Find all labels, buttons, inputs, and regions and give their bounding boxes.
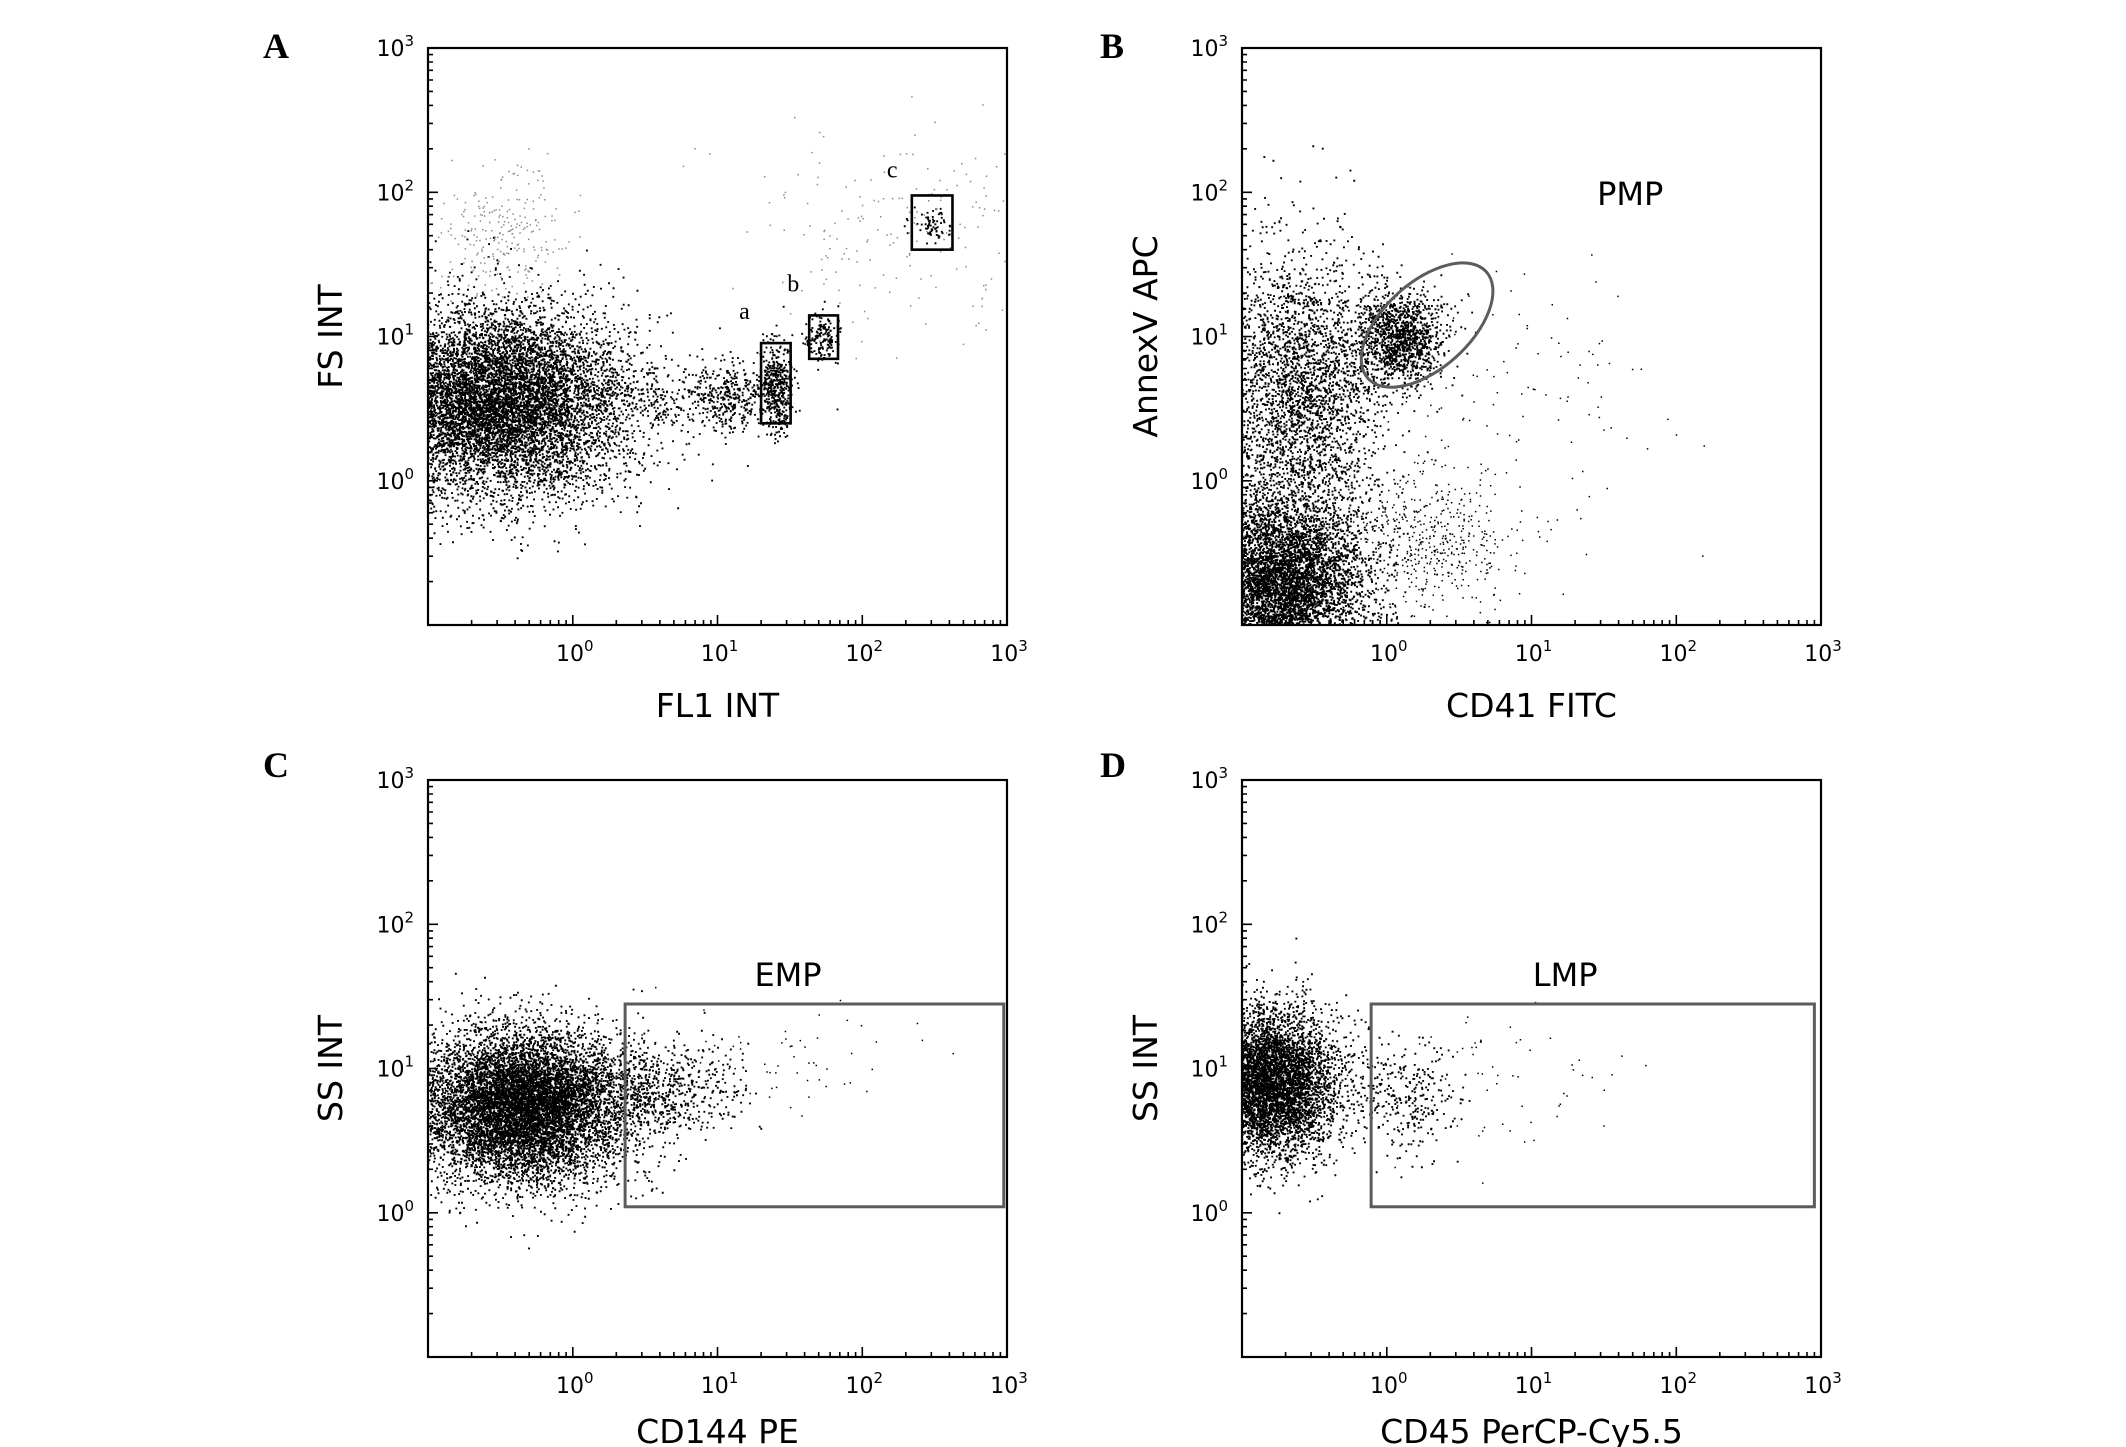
panel-a-event-population-4: [671, 351, 780, 445]
panel-d-letter: D: [1100, 745, 1126, 785]
panel-b-x-tick-label-3: 103: [1804, 637, 1842, 667]
panel-a-x-tick-label-0: 100: [556, 637, 594, 667]
panel-b-y-tick-label-3: 103: [1190, 32, 1228, 62]
panel-c-event-population-3: [641, 986, 954, 1117]
panel-a-y-tick-label-0: 100: [376, 465, 414, 495]
panel-d-events: [1242, 937, 1647, 1215]
panel-a-letter: A: [263, 26, 289, 66]
panel-a-ticks: [427, 47, 1008, 626]
panel-b: 100 101 102 103 100 101 102 103 CD41 FITC AnnexV …: [1100, 26, 1842, 725]
panel-a-event-population-2: [430, 148, 582, 323]
panel-b-y-tick-label-0: 100: [1190, 465, 1228, 495]
panel-c-y-axis-title: SS INT: [311, 1014, 350, 1122]
panel-a-gate-c-label: c: [887, 157, 898, 183]
panel-c-gate-emp-label: EMP: [754, 956, 821, 994]
panel-a-event-population-7: [903, 206, 952, 251]
panel-a-y-tick-label-1: 101: [376, 321, 414, 351]
panel-a-events: [428, 96, 1007, 560]
panel-c-y-tick-label-3: 103: [376, 764, 414, 794]
panel-a-gate-a: [759, 341, 792, 425]
panel-c-event-population-1: [428, 972, 729, 1250]
panel-c-y-tick-label-0: 100: [376, 1197, 414, 1227]
panel-c-y-tick-label-1: 101: [376, 1053, 414, 1083]
panel-c-x-tick-label-2: 102: [845, 1369, 883, 1399]
panel-a: 100 101 102 103 100 101 102 103 FL1 INT FS INT Aa b…: [263, 26, 1028, 725]
panel-d-ticks: [1241, 779, 1822, 1358]
panel-b-event-population-5: [1354, 253, 1705, 592]
panel-a-x-tick-label-1: 101: [701, 637, 739, 667]
panel-c-y-tick-label-2: 102: [376, 908, 414, 938]
panel-d-x-axis-title: CD45 PerCP-Cy5.5: [1380, 1412, 1683, 1447]
panel-b-gate-pmp-label: PMP: [1597, 175, 1663, 213]
panel-c-gate-emp: [623, 1002, 1006, 1209]
panel-d-x-tick-label-0: 100: [1370, 1369, 1408, 1399]
panel-a-event-population-1: [428, 230, 749, 560]
panel-b-gate-pmp: [1359, 261, 1495, 389]
panel-d-y-tick-label-0: 100: [1190, 1197, 1228, 1227]
panel-a-gate-b: [807, 314, 840, 361]
panel-d-x-tick-label-1: 101: [1515, 1369, 1553, 1399]
panel-a-y-axis-title: FS INT: [311, 283, 350, 388]
panel-a-gate-c: [910, 194, 954, 251]
panel-b-ticks: [1241, 47, 1822, 626]
panel-c-event-population-2: [511, 1011, 763, 1182]
panel-d-event-population-1: [1242, 937, 1384, 1215]
panel-d-gate-lmp: [1369, 1002, 1816, 1209]
panel-c-x-tick-label-1: 101: [701, 1369, 739, 1399]
panel-d-y-axis-title: SS INT: [1126, 1014, 1165, 1122]
panel-b-x-tick-label-2: 102: [1659, 637, 1697, 667]
panel-b-x-axis-title: CD41 FITC: [1446, 686, 1617, 725]
panel-c-letter: C: [263, 745, 289, 785]
panel-b-letter: B: [1100, 26, 1124, 66]
panel-a-x-tick-label-3: 103: [990, 637, 1028, 667]
panel-b-y-tick-label-1: 101: [1190, 321, 1228, 351]
panel-c-x-tick-label-0: 100: [556, 1369, 594, 1399]
panel-d-x-tick-label-3: 103: [1804, 1369, 1842, 1399]
panel-d: 100 101 102 103 100 101 102 103 CD45 PerCP-Cy5.5…: [1100, 745, 1842, 1447]
panel-b-y-axis-title: AnnexV APC: [1126, 235, 1165, 437]
panel-c-x-tick-label-3: 103: [990, 1369, 1028, 1399]
panel-a-x-axis-title: FL1 INT: [656, 686, 780, 725]
panel-a-event-population-8: [682, 96, 1007, 360]
panel-b-event-population-2: [1242, 145, 1437, 614]
panel-a-y-tick-label-3: 103: [376, 32, 414, 62]
panel-a-gate-b-label: b: [787, 271, 799, 297]
panel-c-events: [428, 972, 954, 1250]
panel-b-plot-frame: [1240, 46, 1823, 627]
panel-d-gate-lmp-label: LMP: [1533, 956, 1598, 994]
panel-c: 100 101 102 103 100 101 102 103 CD144 PE SS INT C E…: [263, 745, 1028, 1447]
panel-d-event-population-2: [1322, 1021, 1482, 1179]
panel-a-x-tick-label-2: 102: [845, 637, 883, 667]
panel-d-event-population-3: [1346, 1001, 1647, 1184]
panel-b-event-population-3: [1326, 240, 1477, 413]
panel-d-y-tick-label-3: 103: [1190, 764, 1228, 794]
panel-b-x-tick-label-1: 101: [1515, 637, 1553, 667]
panel-c-x-axis-title: CD144 PE: [636, 1412, 799, 1447]
panel-b-event-population-4: [1306, 419, 1574, 624]
panel-a-y-tick-label-2: 102: [376, 176, 414, 206]
panel-d-x-tick-label-2: 102: [1659, 1369, 1697, 1399]
panel-a-event-population-6: [801, 300, 842, 371]
panel-b-events: [1242, 145, 1705, 625]
panel-d-y-tick-label-1: 101: [1190, 1053, 1228, 1083]
panel-b-y-tick-label-2: 102: [1190, 176, 1228, 206]
panel-b-x-tick-label-0: 100: [1370, 637, 1408, 667]
panel-c-ticks: [427, 779, 1008, 1358]
panel-a-gate-a-label: a: [739, 299, 750, 325]
panel-d-y-tick-label-2: 102: [1190, 908, 1228, 938]
panel-b-event-population-1: [1242, 418, 1450, 625]
